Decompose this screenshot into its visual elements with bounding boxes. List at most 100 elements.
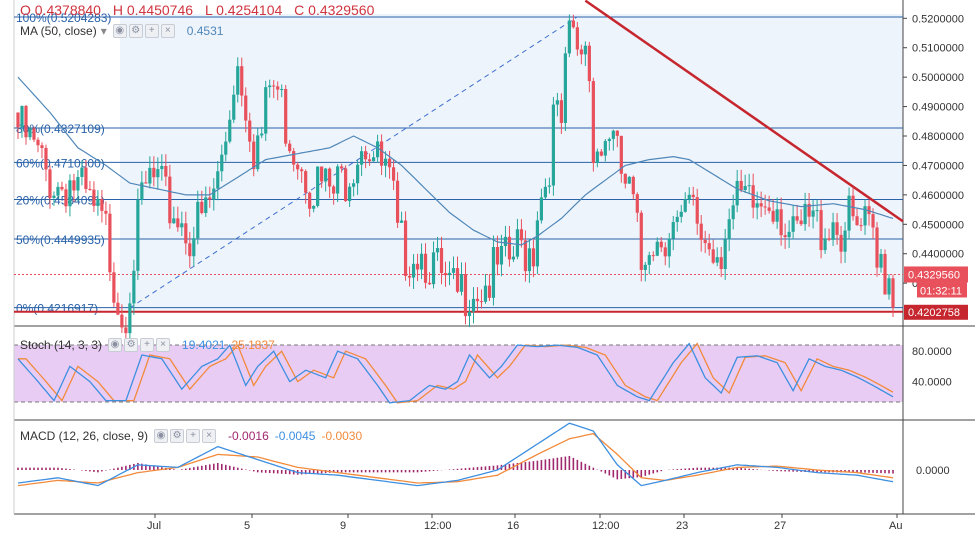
candle-up bbox=[80, 167, 84, 177]
eye-icon[interactable]: ◉ bbox=[112, 24, 127, 38]
candle-up bbox=[671, 222, 675, 239]
candle-down bbox=[891, 278, 895, 308]
candle-down bbox=[571, 20, 575, 28]
countdown-text: 01:32:11 bbox=[920, 285, 962, 297]
close-icon[interactable]: × bbox=[202, 429, 217, 443]
candle-up bbox=[140, 182, 144, 200]
candle-down bbox=[415, 263, 420, 270]
stoch-legend: Stoch (14, 3, 3) ◉ ⚙ + × 19.4021 25.1837 bbox=[20, 338, 275, 352]
candle-up bbox=[647, 255, 651, 265]
candle-down bbox=[32, 128, 36, 140]
candle-down bbox=[16, 112, 20, 128]
candle-up bbox=[336, 166, 340, 194]
stoch-axis-label: 80.0000 bbox=[912, 346, 952, 358]
candle-up bbox=[260, 133, 264, 136]
candle-down bbox=[575, 27, 579, 50]
plus-icon[interactable]: + bbox=[140, 338, 155, 352]
candle-up bbox=[843, 230, 847, 252]
candle-down bbox=[659, 241, 663, 248]
open-value: O 0.4378840 bbox=[20, 2, 101, 18]
price-axis-label: 0.4800000 bbox=[912, 131, 964, 143]
candle-down bbox=[759, 203, 763, 207]
close-icon[interactable]: × bbox=[156, 338, 171, 352]
gear-icon[interactable]: ⚙ bbox=[128, 24, 143, 38]
macd-label: MACD (12, 26, close, 9) bbox=[20, 429, 149, 443]
macd-signal-value: -0.0030 bbox=[321, 429, 363, 443]
candle-up bbox=[823, 238, 827, 251]
price-axis-label: 0.4500000 bbox=[912, 219, 964, 231]
candle-down bbox=[875, 227, 879, 268]
candle-down bbox=[771, 210, 775, 222]
candle-up bbox=[96, 198, 100, 206]
candle-down bbox=[48, 169, 52, 198]
plus-icon[interactable]: + bbox=[186, 429, 201, 443]
candle-up bbox=[543, 186, 547, 198]
candle-up bbox=[459, 274, 464, 292]
candle-up bbox=[419, 253, 424, 270]
macd-hist-value: -0.0016 bbox=[228, 429, 269, 443]
macd-line bbox=[17, 422, 894, 487]
candle-down bbox=[320, 166, 324, 182]
candle-down bbox=[507, 236, 512, 260]
candle-down bbox=[40, 145, 44, 149]
candle-up bbox=[76, 176, 80, 191]
candle-down bbox=[579, 49, 583, 55]
candle-down bbox=[835, 222, 839, 235]
price-axis-label: 0.5100000 bbox=[912, 43, 964, 55]
candle-down bbox=[635, 194, 639, 213]
chevron-down-icon[interactable]: ▾ bbox=[100, 24, 107, 38]
candle-up bbox=[667, 238, 671, 257]
price-axis-label: 0.5200000 bbox=[912, 13, 964, 25]
candle-up bbox=[136, 199, 140, 271]
candle-down bbox=[795, 216, 799, 221]
candle-up bbox=[172, 218, 176, 224]
candle-down bbox=[695, 197, 699, 224]
countdown-badge bbox=[917, 282, 967, 298]
candle-up bbox=[811, 210, 815, 217]
candle-down bbox=[719, 257, 723, 269]
support-badge bbox=[904, 304, 968, 320]
candle-down bbox=[443, 273, 448, 276]
candle-up bbox=[471, 298, 476, 312]
candle-up bbox=[491, 247, 496, 298]
candle-up bbox=[567, 20, 571, 54]
candle-up bbox=[160, 165, 164, 170]
candle-down bbox=[475, 298, 480, 302]
gear-icon[interactable]: ⚙ bbox=[170, 429, 185, 443]
candle-up bbox=[727, 219, 731, 240]
plus-icon[interactable]: + bbox=[144, 24, 159, 38]
candle-down bbox=[403, 220, 408, 276]
price-axis-label: 0.5000000 bbox=[912, 72, 964, 84]
close-icon[interactable]: × bbox=[160, 24, 175, 38]
candle-down bbox=[308, 192, 312, 209]
candle-up bbox=[563, 53, 567, 123]
candle-down bbox=[188, 243, 192, 257]
candle-down bbox=[344, 168, 348, 202]
candle-down bbox=[531, 248, 536, 267]
candle-down bbox=[807, 203, 811, 217]
ohlc-legend: O 0.4378840 H 0.4450746 L 0.4254104 C 0.… bbox=[20, 2, 382, 18]
candle-up bbox=[232, 94, 236, 120]
candle-up bbox=[527, 248, 532, 272]
candle-up bbox=[551, 104, 555, 186]
candle-up bbox=[204, 197, 208, 214]
candle-up bbox=[20, 105, 24, 128]
candle-up bbox=[180, 223, 184, 228]
gear-icon[interactable]: ⚙ bbox=[124, 338, 139, 352]
candle-down bbox=[871, 214, 875, 228]
candle-down bbox=[455, 268, 460, 292]
candle-up bbox=[228, 119, 232, 142]
candle-down bbox=[340, 166, 344, 169]
candle-up bbox=[535, 220, 540, 267]
eye-icon[interactable]: ◉ bbox=[108, 338, 123, 352]
candle-down bbox=[703, 239, 707, 244]
macd-legend: MACD (12, 26, close, 9) ◉ ⚙ + × -0.0016 … bbox=[20, 429, 362, 443]
candle-down bbox=[176, 218, 180, 228]
candle-up bbox=[831, 222, 835, 240]
eye-icon[interactable]: ◉ bbox=[154, 429, 169, 443]
candle-up bbox=[56, 186, 60, 196]
candle-down bbox=[164, 165, 168, 177]
candle-up bbox=[216, 171, 220, 189]
time-axis-label: Jul bbox=[147, 520, 161, 532]
